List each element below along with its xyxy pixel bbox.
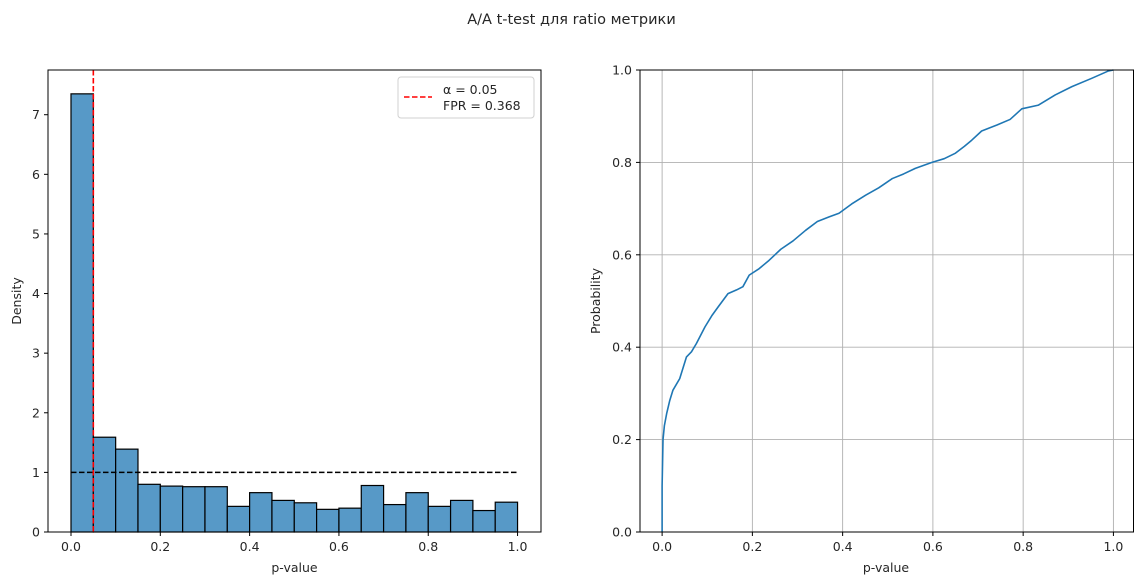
- histogram-bar: [382, 503, 407, 533]
- histogram-y-ticks: 0 1 2 3 4 5 6 7: [32, 107, 48, 540]
- ecdf-axes: 0.0 0.2 0.4 0.6 0.8 1.0 0.0 0.2 0.4 0.6 0.8 1.0 p-…: [588, 63, 1134, 575]
- ecdf-y-ticks: 0.0 0.2 0.4 0.6 0.8 1.0: [612, 63, 640, 540]
- x-tick-label: 0.8: [418, 539, 438, 554]
- histogram-bar: [159, 485, 184, 533]
- x-tick-label: 0.2: [742, 539, 762, 554]
- histogram-bar: [494, 501, 519, 533]
- histogram-bar: [449, 499, 474, 533]
- histogram-bar: [472, 509, 496, 533]
- x-tick-label: 0.4: [833, 539, 853, 554]
- histogram-bar: [182, 486, 206, 533]
- y-tick-label: 0.8: [612, 155, 632, 170]
- histogram-axes: 0.0 0.2 0.4 0.6 0.8 1.0 0 1 2 3 4 5 6 7 p-value Dens…: [9, 69, 542, 575]
- x-tick-label: 0.4: [240, 539, 260, 554]
- histogram-bar: [271, 499, 295, 533]
- histogram-bar: [226, 505, 251, 533]
- y-tick-label: 6: [32, 167, 40, 182]
- histogram-bar: [427, 505, 452, 533]
- histogram-legend: α = 0.05 FPR = 0.368: [397, 76, 535, 119]
- ecdf-x-ticks: 0.0 0.2 0.4 0.6 0.8 1.0: [652, 532, 1123, 554]
- histogram-bar: [115, 448, 139, 533]
- x-tick-label: 0.8: [1013, 539, 1033, 554]
- ecdf-spines: [639, 69, 1134, 533]
- histogram-x-label: p-value: [271, 560, 318, 575]
- histogram-bar: [249, 492, 273, 533]
- histogram-bar: [293, 502, 318, 533]
- histogram-bar: [92, 436, 117, 533]
- histogram-bar: [405, 492, 429, 533]
- x-tick-label: 0.6: [923, 539, 943, 554]
- ecdf-plot-area: [640, 70, 1134, 532]
- y-tick-label: 0: [32, 525, 40, 540]
- y-tick-label: 0.4: [612, 340, 632, 355]
- legend-label-alpha: α = 0.05: [443, 82, 498, 97]
- x-tick-label: 1.0: [1103, 539, 1123, 554]
- y-tick-label: 0.2: [612, 432, 632, 447]
- histogram-bar: [204, 486, 228, 533]
- ecdf-grid: [640, 69, 1134, 533]
- y-tick-label: 7: [32, 107, 40, 122]
- histogram-bar: [316, 508, 340, 533]
- y-tick-label: 4: [32, 286, 40, 301]
- histogram-bar: [360, 484, 385, 533]
- y-tick-label: 0.6: [612, 247, 632, 262]
- y-tick-label: 2: [32, 405, 40, 420]
- ecdf-x-label: p-value: [863, 560, 910, 575]
- histogram-bar: [338, 507, 362, 533]
- histogram-x-ticks: 0.0 0.2 0.4 0.6 0.8 1.0: [61, 532, 528, 554]
- x-tick-label: 0.0: [61, 539, 81, 554]
- x-tick-label: 1.0: [508, 539, 528, 554]
- y-tick-label: 3: [32, 346, 40, 361]
- figure-title: A/A t-test для ratio метрики: [467, 12, 676, 28]
- legend-frame: [397, 76, 535, 119]
- y-tick-label: 5: [32, 226, 40, 241]
- y-tick-label: 1.0: [612, 63, 632, 78]
- ecdf-y-label: Probability: [588, 267, 603, 334]
- histogram-bar: [70, 93, 94, 533]
- x-tick-label: 0.6: [329, 539, 349, 554]
- x-tick-label: 0.0: [652, 539, 672, 554]
- y-tick-label: 1: [32, 465, 40, 480]
- x-tick-label: 0.2: [150, 539, 170, 554]
- histogram-y-label: Density: [9, 277, 24, 325]
- legend-label-fpr: FPR = 0.368: [443, 98, 521, 113]
- histogram-spines: [47, 69, 542, 533]
- y-tick-label: 0.0: [612, 525, 632, 540]
- histogram-bar: [137, 483, 161, 533]
- ecdf-line: [661, 69, 1114, 532]
- histogram-bars: [70, 93, 519, 533]
- histogram-reference-lines: [70, 70, 518, 532]
